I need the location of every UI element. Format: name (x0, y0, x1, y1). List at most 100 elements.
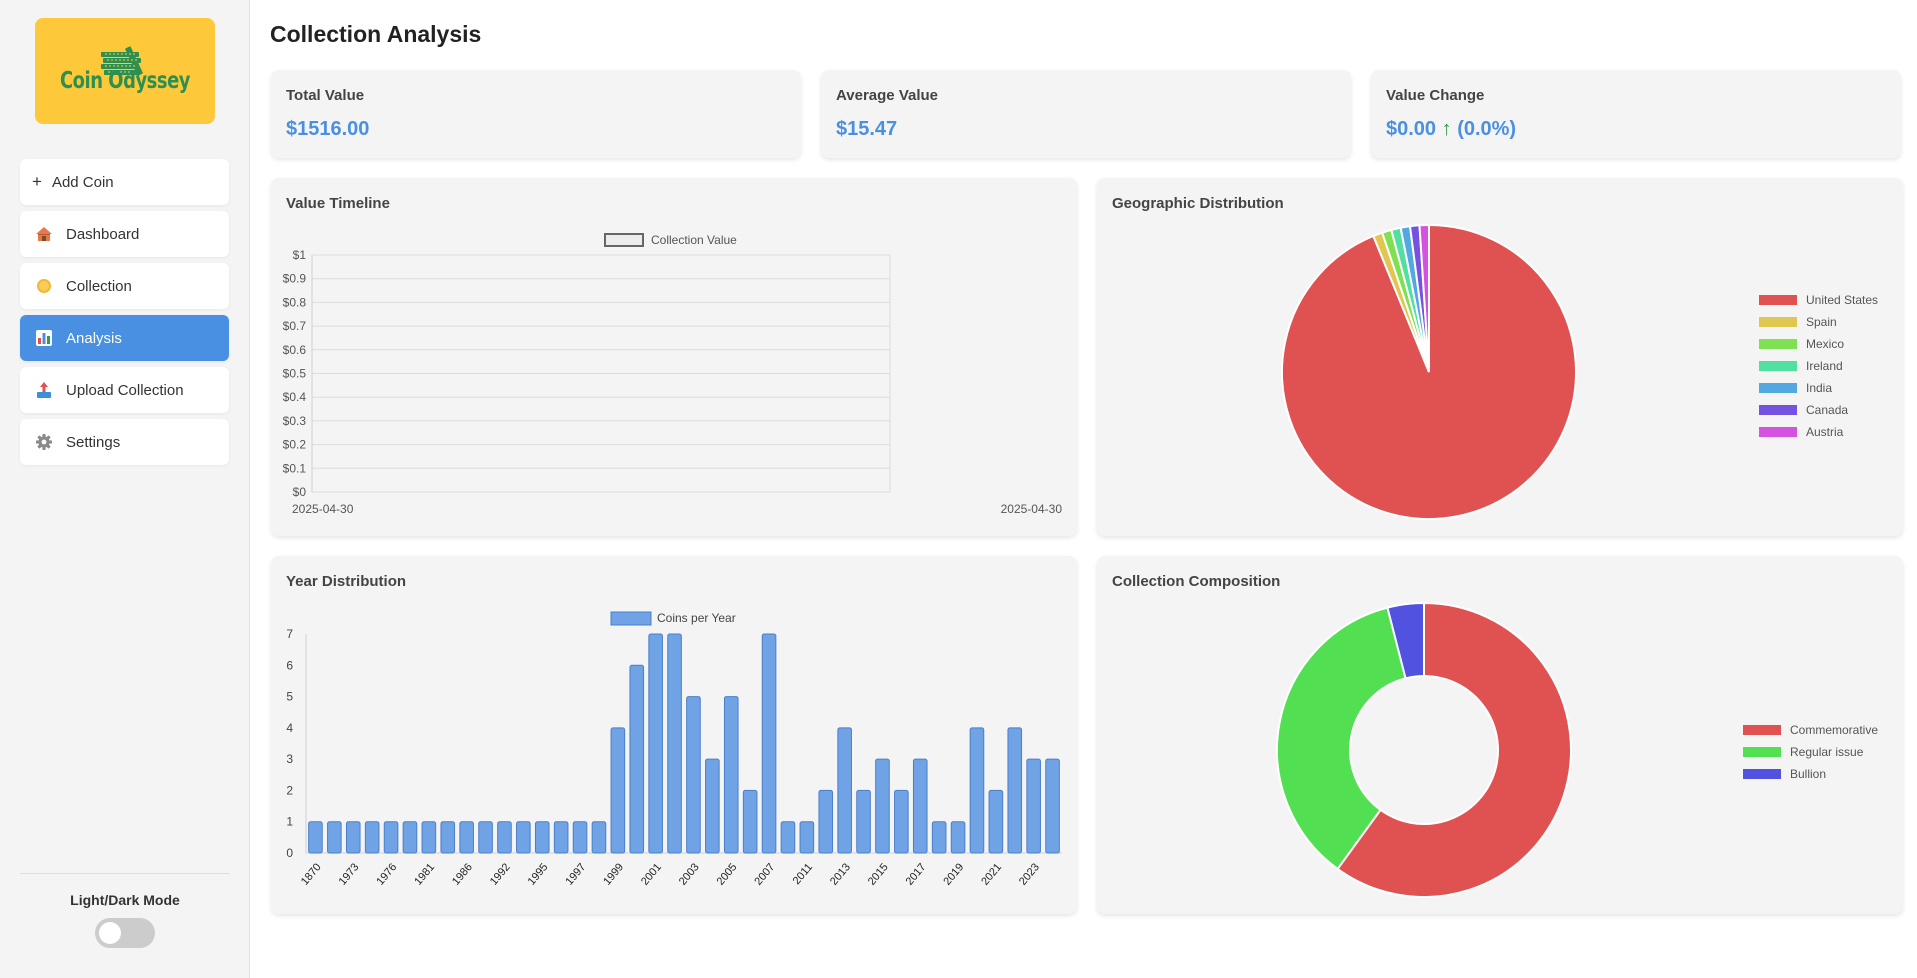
legend-label: Canada (1806, 403, 1848, 417)
x-tick-label: 2023 (1017, 861, 1042, 887)
x-tick-label: 2021 (979, 861, 1004, 887)
y-tick-label: 2 (286, 783, 293, 797)
sidebar-item-label: Collection (66, 277, 132, 295)
geographic-distribution-chart: United States Spain Mexico Ireland India Cana… (1281, 223, 1878, 520)
bar (629, 664, 645, 854)
value-change-percent: (0.0%) (1457, 118, 1517, 140)
doughnut-segment (1336, 601, 1572, 898)
y-tick-label: $0.3 (283, 414, 307, 428)
y-tick-label: $0.2 (283, 438, 307, 452)
bar (421, 821, 437, 854)
bar (440, 821, 456, 854)
bar (553, 821, 569, 854)
collection-composition-card: Collection Composition Commemorative Regu… (1097, 556, 1903, 914)
legend-swatch (1759, 361, 1797, 371)
app-logo[interactable]: Coin Odyssey (35, 18, 215, 124)
x-tick-label: 2011 (791, 861, 815, 887)
legend-label: Mexico (1806, 337, 1844, 351)
bar (1045, 758, 1060, 854)
legend-label: Bullion (1790, 767, 1826, 781)
bar (856, 789, 871, 854)
bar (894, 789, 909, 854)
x-tick-label: 1986 (450, 861, 475, 887)
bar (837, 727, 852, 854)
bar (345, 821, 361, 854)
legend-swatch (1743, 769, 1781, 779)
y-tick-label: 6 (286, 658, 293, 672)
sidebar: Coin Odyssey + Add Coin Dashboard Collec… (0, 0, 250, 978)
geographic-distribution-card: Geographic Distribution United States Spa… (1097, 178, 1903, 536)
value-timeline-chart: Collection Value $0 $0.1 $0.2 $0.3 $0.4 $0.5 $0… (283, 233, 1063, 516)
legend-swatch (1759, 339, 1797, 349)
collection-composition-chart: Commemorative Regular issue Bullion (1276, 601, 1878, 898)
coin-stack-icon (101, 46, 143, 76)
bar-chart-icon (34, 328, 54, 348)
y-tick-label: 0 (286, 846, 293, 860)
stat-value: $0.00 ↑ (0.0%) (1386, 118, 1516, 141)
legend-label: Commemorative (1790, 723, 1878, 737)
sidebar-item-add-coin[interactable]: + Add Coin (20, 159, 229, 205)
legend-swatch (1743, 725, 1781, 735)
y-tick-label: 1 (286, 815, 293, 829)
bar (1007, 727, 1023, 854)
sidebar-item-analysis[interactable]: Analysis (20, 315, 229, 361)
theme-toggle[interactable] (95, 918, 155, 948)
sidebar-item-dashboard[interactable]: Dashboard (20, 211, 229, 257)
bar (478, 821, 493, 854)
bar (761, 633, 777, 854)
legend-label: India (1806, 381, 1832, 395)
chart-title: Geographic Distribution (1112, 195, 1284, 212)
bar (799, 821, 815, 854)
x-tick-label: 2025-04-30 (1001, 502, 1063, 516)
bar (459, 821, 474, 854)
legend-label: Collection Value (651, 233, 737, 247)
x-tick-label: 2017 (904, 861, 929, 887)
chart-title: Year Distribution (286, 573, 407, 590)
y-tick-label: $0.1 (283, 461, 307, 475)
y-tick-label: $0.6 (283, 343, 307, 357)
x-tick-label: 2019 (941, 861, 966, 887)
year-distribution-card: Year Distribution Coins per Year 0 1 2 3 4 5 6 7… (271, 556, 1077, 914)
legend-label: Coins per Year (657, 611, 736, 625)
sidebar-item-settings[interactable]: Settings (20, 419, 229, 465)
house-icon (34, 224, 54, 244)
bar (383, 821, 399, 854)
legend-swatch (1759, 427, 1797, 437)
bar (912, 758, 928, 854)
bar (364, 821, 380, 854)
theme-toggle-label: Light/Dark Mode (70, 892, 180, 908)
stat-label: Average Value (836, 87, 939, 104)
upload-icon (34, 380, 54, 400)
sidebar-item-collection[interactable]: Collection (20, 263, 229, 309)
legend-swatch (1759, 317, 1797, 327)
bar (723, 696, 739, 854)
y-tick-label: $0.9 (283, 272, 307, 286)
bar (667, 633, 682, 854)
x-tick-label: 2005 (715, 861, 740, 887)
stat-label: Value Change (1386, 87, 1485, 104)
sidebar-item-label: Upload Collection (66, 381, 184, 399)
bar (818, 789, 834, 854)
sidebar-item-label: Add Coin (51, 173, 114, 191)
y-tick-label: $0.7 (283, 319, 307, 333)
stat-card-total-value: Total Value $1516.00 (271, 70, 801, 158)
toggle-knob (99, 922, 121, 944)
x-tick-label: 1992 (488, 861, 513, 887)
y-tick-label: $0 (293, 485, 307, 499)
y-tick-label: $0.8 (283, 295, 307, 309)
plus-icon: + (32, 172, 42, 191)
bar (402, 821, 418, 854)
legend-swatch (610, 611, 652, 626)
bar (516, 821, 531, 854)
page-title: Collection Analysis (270, 21, 482, 47)
logo-text: Coin Odyssey (59, 68, 191, 94)
bar (988, 789, 1004, 854)
x-tick-label: 1995 (526, 861, 551, 887)
bar (534, 821, 550, 854)
stat-card-value-change: Value Change $0.00 ↑ (0.0%) (1371, 70, 1901, 158)
legend-swatch (1743, 747, 1781, 757)
bar (308, 821, 323, 854)
bar (497, 821, 512, 854)
x-tick-label: 2025-04-30 (292, 502, 354, 516)
sidebar-item-upload-collection[interactable]: Upload Collection (20, 367, 229, 413)
